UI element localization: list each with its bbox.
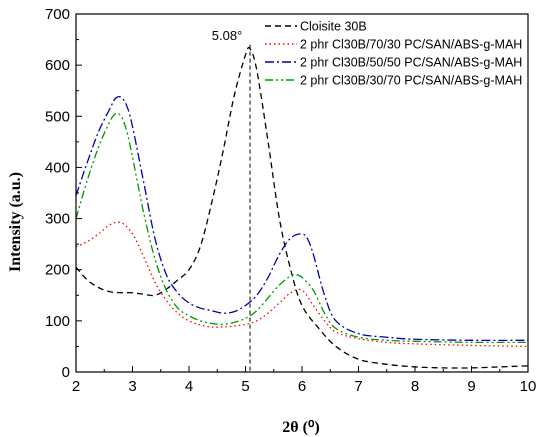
y-tick-label: 300 [45,211,70,228]
legend-label-3: 2 phr Cl30B/50/50 PC/SAN/ABS-g-MAH [300,56,522,70]
y-tick-label: 500 [45,108,70,125]
series-line-1 [75,46,529,369]
x-tick-label: 2 [72,378,80,395]
x-tick-label: 8 [411,378,419,395]
y-tick-label: 200 [45,262,70,279]
x-tick-label: 9 [467,378,475,395]
y-tick-label: 0 [62,364,70,381]
x-tick-label: 4 [185,378,193,395]
y-tick-label: 100 [45,313,70,330]
series-line-2 [75,221,529,348]
series-line-4 [75,112,529,344]
legend: Cloisite 30B 2 phr Cl30B/70/30 PC/SAN/ABS… [265,20,522,88]
y-tick-label: 400 [45,159,70,176]
annotation: 5.08° [212,28,251,372]
x-axis-title: 2θ (⁰) [282,419,319,436]
legend-label-1: Cloisite 30B [300,20,367,34]
series-layer [75,46,529,369]
x-tick-label: 10 [520,378,537,395]
y-tick-label: 700 [45,6,70,23]
annotation-label: 5.08° [212,28,243,43]
legend-label-2: 2 phr Cl30B/70/30 PC/SAN/ABS-g-MAH [300,38,522,52]
x-tick-label: 6 [298,378,306,395]
x-tick-label: 7 [354,378,362,395]
legend-label-4: 2 phr Cl30B/30/70 PC/SAN/ABS-g-MAH [300,74,522,88]
y-tick-label: 600 [45,57,70,74]
y-axis-title: Intensity (a.u.) [7,172,24,272]
x-tick-label: 3 [128,378,136,395]
series-line-3 [75,95,529,342]
x-tick-label: 5 [241,378,249,395]
